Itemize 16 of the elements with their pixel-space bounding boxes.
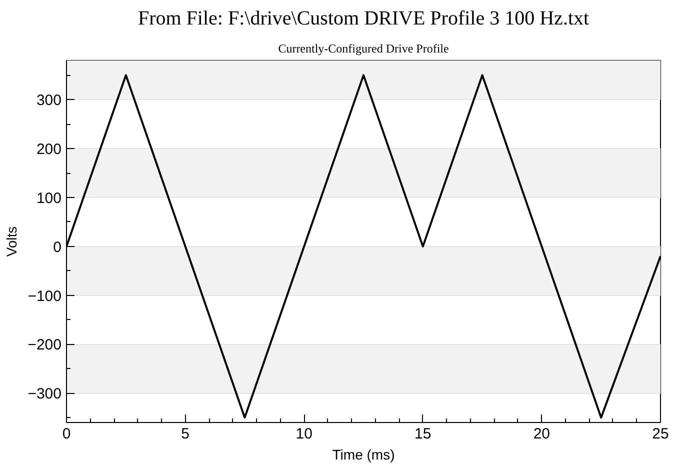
y-tick-label: 0 [53,238,62,256]
y-tick-label: −200 [28,336,62,354]
y-axis-title: Volts [4,226,20,257]
y-tick-label: 100 [36,190,62,207]
chart-subtitle: Currently-Configured Drive Profile [278,42,449,56]
chart-title: From File: F:\drive\Custom DRIVE Profile 3 100 Hz.txt [138,8,590,30]
x-tick-label: 10 [296,426,312,442]
y-tick-label: −300 [28,386,62,403]
x-tick-label: 15 [414,426,432,442]
x-tick-label: 20 [533,426,550,442]
y-tick-label: 200 [36,141,62,158]
y-tick-label: −100 [28,288,62,305]
x-axis-title: Time (ms) [332,446,395,462]
y-tick-label: 300 [36,92,62,110]
x-tick-label: 5 [181,426,190,442]
x-tick-label: 25 [652,426,669,442]
